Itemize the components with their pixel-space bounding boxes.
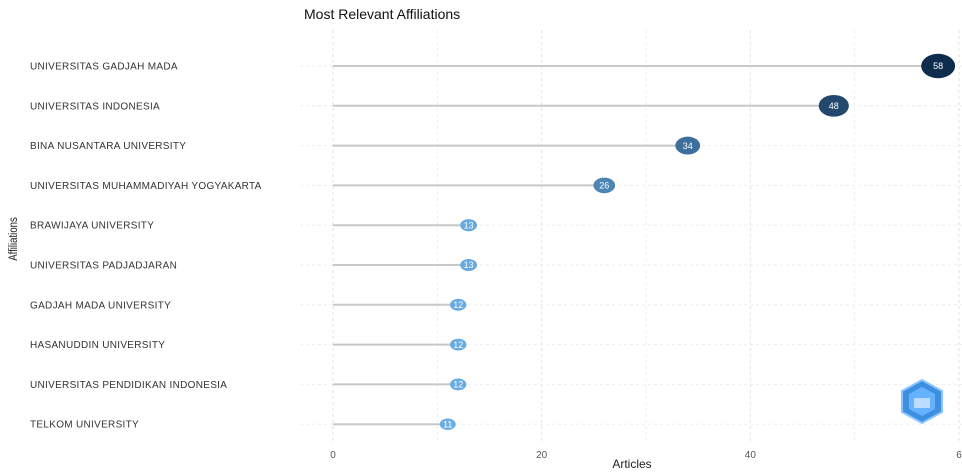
- data-point: [439, 418, 456, 430]
- category-labels: UNIVERSITAS GADJAH MADA UNIVERSITAS INDON…: [30, 62, 262, 431]
- category-label: TELKOM UNIVERSITY: [30, 420, 139, 431]
- data-label: 13: [464, 260, 474, 270]
- points: 58 48 34 26 13 13 12 12 12 11: [439, 53, 956, 430]
- data-point: [675, 136, 701, 155]
- data-label: 34: [683, 141, 693, 151]
- data-label: 11: [443, 419, 452, 429]
- category-label: UNIVERSITAS GADJAH MADA: [30, 62, 178, 73]
- data-point: [450, 378, 467, 391]
- data-label: 58: [933, 61, 943, 71]
- category-label: BRAWIJAYA UNIVERSITY: [30, 221, 154, 232]
- data-label: 26: [599, 181, 609, 191]
- category-label: UNIVERSITAS PENDIDIKAN INDONESIA: [30, 380, 227, 391]
- data-point: [450, 338, 467, 351]
- data-point: [818, 94, 849, 117]
- data-point: [921, 53, 956, 79]
- stems: [333, 65, 939, 426]
- logo: [901, 378, 943, 425]
- y-axis-title: Affiliations: [7, 217, 20, 261]
- data-point: [460, 258, 478, 272]
- data-point: [450, 298, 467, 311]
- data-label: 13: [464, 220, 474, 230]
- data-label: 12: [453, 380, 463, 390]
- category-label: HASANUDDIN UNIVERSITY: [30, 340, 165, 351]
- x-tick-label: 6: [956, 450, 962, 461]
- category-label: UNIVERSITAS INDONESIA: [30, 101, 160, 112]
- x-ticks: 0 20 40 6: [330, 450, 962, 461]
- category-label: GADJAH MADA UNIVERSITY: [30, 300, 171, 311]
- data-label: 12: [453, 340, 463, 350]
- x-tick-label: 0: [330, 450, 336, 461]
- data-point: [593, 177, 616, 194]
- data-point: [460, 219, 478, 232]
- x-axis-title: Articles: [612, 457, 651, 471]
- x-tick-label: 40: [745, 450, 757, 461]
- category-label: UNIVERSITAS MUHAMMADIYAH YOGYAKARTA: [30, 181, 262, 192]
- data-label: 12: [453, 300, 463, 310]
- chart-title: Most Relevant Affiliations: [304, 6, 460, 22]
- grid: [300, 30, 962, 442]
- category-label: UNIVERSITAS PADJADJARAN: [30, 261, 177, 272]
- category-label: BINA NUSANTARA UNIVERSITY: [30, 141, 186, 152]
- data-label: 48: [829, 101, 839, 111]
- x-tick-label: 20: [536, 450, 548, 461]
